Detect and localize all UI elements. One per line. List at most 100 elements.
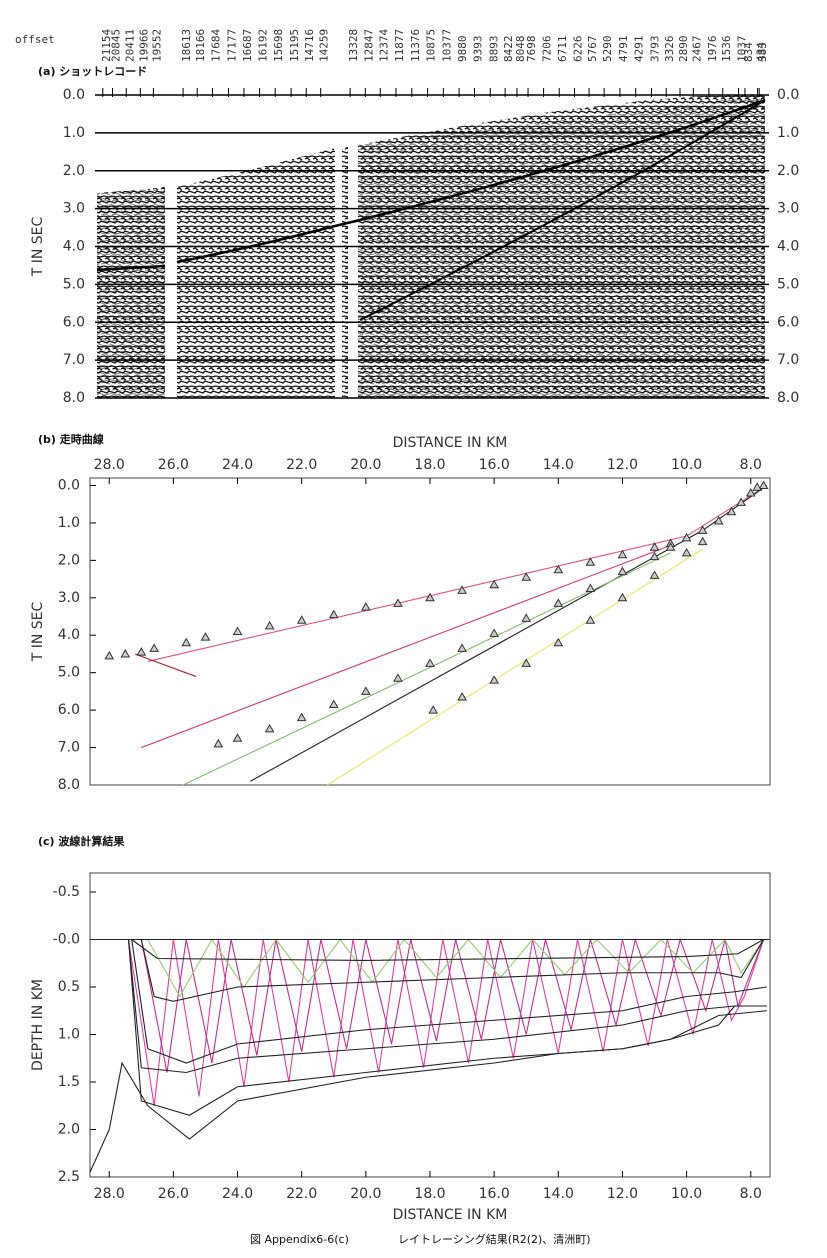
x-tick-label: 19552 [150,29,163,62]
x-tick-label: 834 [742,42,755,62]
x-tick-label: 19966 [137,29,150,62]
y-tick-label: -0.0 [53,932,80,948]
x-tick-label: 18.0 [414,1186,445,1202]
pick-marker [428,705,439,714]
y-tick-label: 6.0 [58,702,80,718]
pick-marker [360,602,371,611]
y-tick-label: 1.5 [58,1074,80,1090]
x-tick-label: 10.0 [671,1186,702,1202]
x-tick-label: 22.0 [286,457,317,473]
pick-marker [521,658,532,667]
y-tick-label: 8.0 [58,777,80,793]
y-tick-label: 3.0 [63,201,85,217]
calculated-line [250,485,768,782]
pick-marker [585,615,596,624]
y-tick-label: 6.0 [777,314,799,330]
pick-marker [758,480,769,489]
y-tick-label: 5.0 [63,276,85,292]
x-tick-label: 18166 [194,29,207,62]
x-axis-label: DISTANCE IN KM [393,435,508,451]
pick-marker [393,673,403,682]
y-tick-label: 0.0 [58,477,80,493]
pick-marker [213,738,224,748]
y-tick-label: 4.0 [63,239,85,255]
x-tick-label: 8.0 [740,1186,762,1202]
pick-marker [296,615,307,624]
model-line [131,939,767,1064]
pick-marker [264,723,275,733]
pick-marker [726,506,737,516]
x-tick-label: 12.0 [607,457,638,473]
x-tick-label: 13328 [347,29,360,62]
pick-marker [553,598,564,607]
x-tick-label: 8893 [487,35,500,62]
y-tick-label: -0.5 [53,884,80,900]
pick-marker [617,549,628,559]
y-tick-label: 4.0 [58,627,80,643]
caption: 図 Appendix6-6(c) [250,1233,349,1246]
x-tick-label: 26.0 [158,1186,189,1202]
seismic-traces [177,148,335,398]
x-tick-label: 4291 [633,36,646,63]
y-axis-label: T IN SEC [30,601,46,662]
pick-marker [425,592,435,602]
x-tick-label: 9880 [456,36,469,63]
y-tick-label: 0.5 [58,979,80,995]
pick-marker [457,643,467,652]
pick-marker [328,609,339,619]
x-tick-label: 17177 [225,29,238,62]
pick-marker [649,570,660,579]
model-line [127,939,767,1074]
x-axis-label: DISTANCE IN KM [393,1207,508,1223]
x-tick-label: 12847 [362,29,375,62]
x-tick-label: 11877 [393,29,406,62]
x-tick-label: 8.0 [740,457,762,473]
y-tick-label: 3.0 [777,201,799,217]
calculated-line [134,653,197,677]
y-tick-label: 3.0 [58,590,80,606]
pick-marker [200,632,211,641]
pick-marker [489,579,500,589]
y-tick-label: 7.0 [63,352,85,368]
seismic-traces [342,147,348,398]
x-axis-label: offset [15,33,55,46]
pick-marker [264,620,275,630]
x-tick-label: 28.0 [94,1186,125,1202]
pick-marker [489,628,500,637]
y-tick-label: 8.0 [777,390,799,406]
calculated-line [182,552,671,786]
pick-marker [232,733,243,742]
y-tick-label: 8.0 [63,390,85,406]
x-tick-label: 434 [755,42,768,62]
x-tick-label: 15698 [272,29,285,62]
y-tick-label: 7.0 [777,352,799,368]
pick-marker [232,626,243,635]
panel-title: (b) 走時曲線 [38,432,104,446]
x-tick-label: 24.0 [222,1186,253,1202]
y-tick-label: 0.0 [777,87,799,103]
pick-marker [328,699,339,709]
x-tick-label: 6711 [556,36,569,63]
calculated-line [327,548,703,786]
pick-marker [489,675,500,684]
model-line [89,1005,767,1173]
x-tick-label: 3793 [648,36,661,63]
y-tick-label: 5.0 [777,276,799,292]
x-tick-label: 1976 [706,36,719,63]
x-tick-label: 7206 [541,36,554,63]
calculated-line [141,544,671,749]
pick-marker [425,658,435,667]
y-tick-label: 7.0 [58,740,80,756]
x-tick-label: 20411 [123,29,136,62]
arrival-phase [96,98,766,272]
x-tick-label: 16.0 [479,1186,510,1202]
x-tick-label: 22.0 [286,1186,317,1202]
x-tick-label: 1037 [736,36,749,63]
calculated-line [147,485,768,662]
x-tick-label: 1536 [720,36,733,63]
x-tick-label: 10.0 [671,457,702,473]
model-line [140,939,765,1002]
pick-marker [521,613,532,622]
y-tick-label: 2.0 [63,163,85,179]
